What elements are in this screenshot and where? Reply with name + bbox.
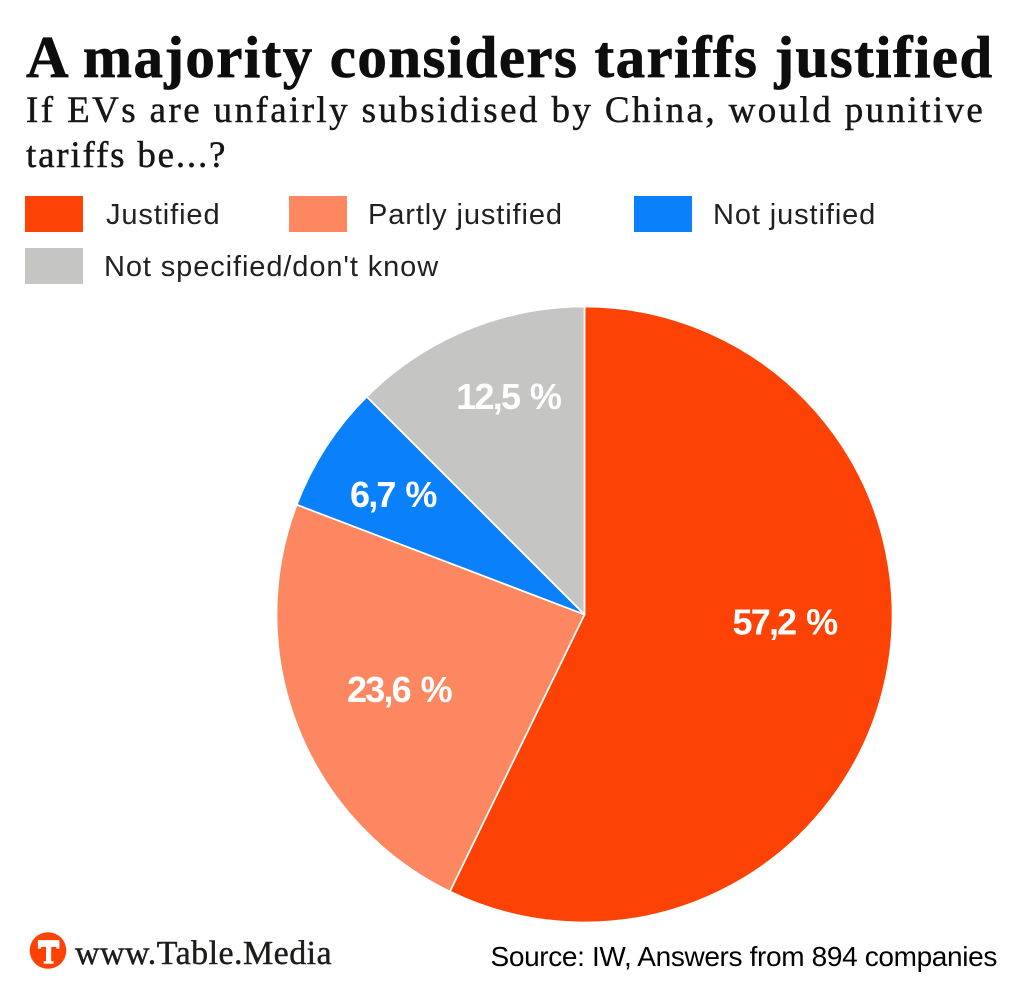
svg-text:23,6 %: 23,6 %	[347, 669, 453, 710]
svg-text:6,7 %: 6,7 %	[350, 474, 437, 515]
svg-text:57,2 %: 57,2 %	[733, 602, 839, 643]
svg-text:12,5 %: 12,5 %	[456, 376, 562, 417]
